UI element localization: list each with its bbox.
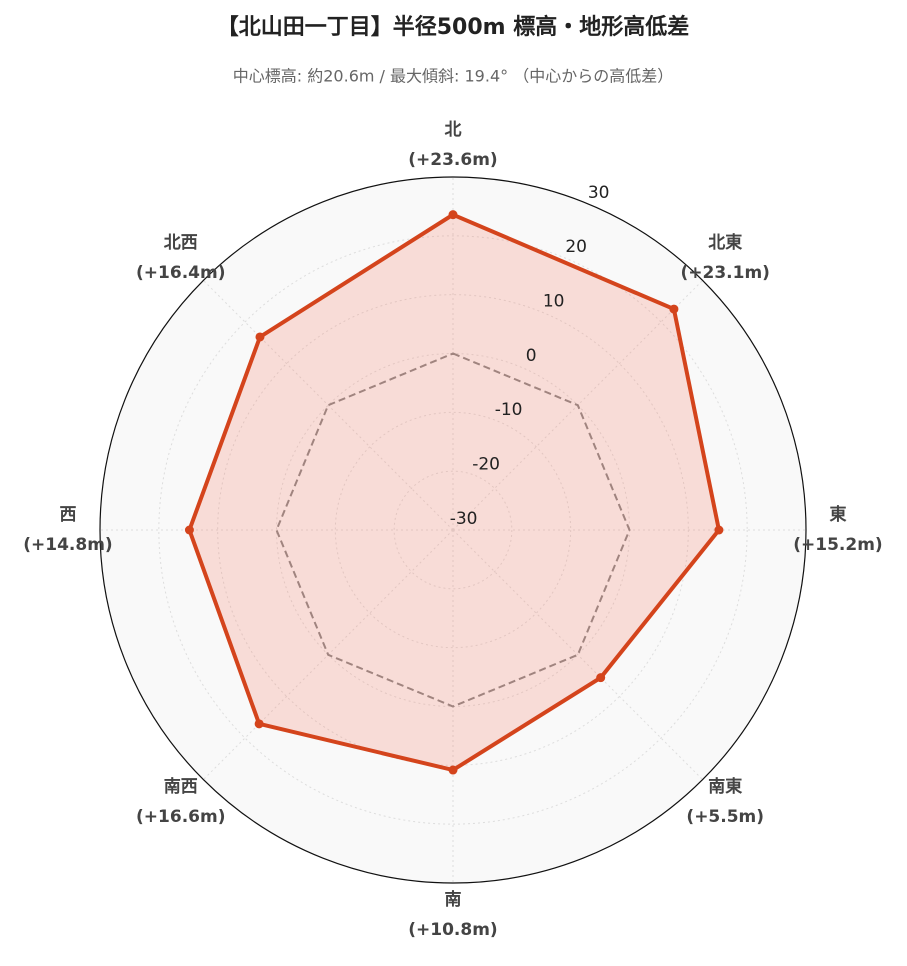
baseline-polygon bbox=[275, 352, 631, 708]
grid-circle bbox=[334, 411, 572, 649]
category-value-label: (+15.2m) bbox=[793, 535, 882, 555]
r-tick-label: 0 bbox=[526, 346, 537, 366]
data-point bbox=[714, 525, 724, 535]
data-point bbox=[448, 210, 458, 220]
grid-spoke bbox=[452, 529, 703, 780]
r-tick-label: -10 bbox=[495, 400, 523, 420]
category-value-label: (+16.4m) bbox=[136, 263, 225, 283]
category-label: 西 bbox=[60, 505, 77, 525]
grid-circle bbox=[393, 470, 513, 590]
data-point bbox=[255, 332, 265, 342]
category-value-label: (+23.1m) bbox=[681, 263, 770, 283]
category-label: 南 bbox=[445, 889, 462, 910]
category-value-label: (+16.6m) bbox=[136, 807, 225, 827]
r-tick-label: -30 bbox=[450, 509, 478, 529]
category-label: 南西 bbox=[164, 776, 198, 797]
category-label: 南東 bbox=[708, 776, 742, 797]
category-value-label: (+10.8m) bbox=[408, 920, 497, 940]
data-point bbox=[596, 673, 606, 683]
r-tick-label: 10 bbox=[543, 291, 565, 311]
r-tick-label: 30 bbox=[588, 183, 610, 203]
r-tick-label: 20 bbox=[565, 237, 587, 257]
data-point bbox=[669, 304, 679, 314]
data-point bbox=[184, 525, 194, 535]
category-label: 北東 bbox=[708, 232, 742, 253]
grid-circle bbox=[158, 235, 748, 825]
chart-subtitle: 中心標高: 約20.6m / 最大傾斜: 19.4° （中心からの高低差） bbox=[233, 67, 673, 86]
r-tick-label: -20 bbox=[472, 455, 500, 475]
data-point bbox=[254, 719, 264, 729]
chart-title: 【北山田一丁目】半径500m 標高・地形高低差 bbox=[217, 14, 690, 40]
data-point bbox=[448, 765, 458, 775]
category-value-label: (+5.5m) bbox=[686, 807, 764, 827]
category-label: 北西 bbox=[164, 233, 198, 253]
outer-circle bbox=[99, 176, 807, 884]
category-value-label: (+23.6m) bbox=[408, 150, 497, 170]
category-label: 東 bbox=[830, 504, 847, 525]
category-value-label: (+14.8m) bbox=[23, 535, 112, 555]
category-label: 北 bbox=[445, 120, 462, 140]
grid-spoke bbox=[203, 280, 454, 531]
